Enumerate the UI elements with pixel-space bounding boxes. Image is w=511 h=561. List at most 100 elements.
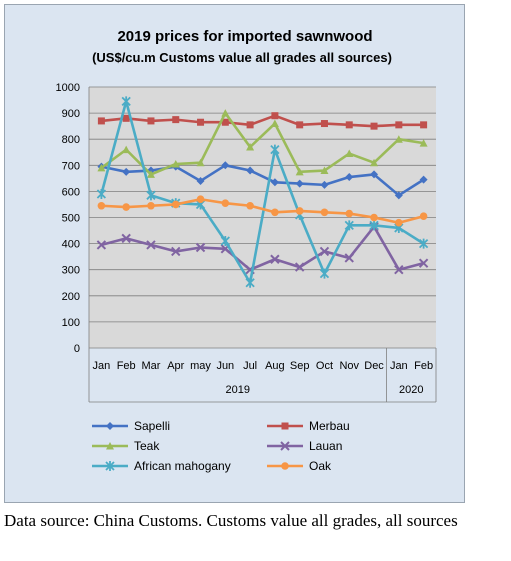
data-point-teak	[146, 170, 155, 178]
data-point-african-mahogany	[146, 190, 156, 201]
x-tick-label: Aug	[265, 360, 285, 372]
data-point-merbau	[97, 117, 105, 125]
x-tick-label: Jun	[216, 360, 234, 372]
data-point-african-mahogany	[344, 220, 354, 231]
data-point-merbau	[420, 121, 428, 129]
legend-marker-oak	[281, 462, 289, 470]
data-point-oak	[147, 201, 155, 210]
data-point-african-mahogany	[245, 277, 255, 288]
data-point-teak	[345, 149, 354, 158]
data-point-merbau	[221, 118, 229, 126]
data-point-oak	[395, 218, 403, 227]
x-tick-label: Oct	[316, 360, 333, 372]
data-point-merbau	[246, 121, 254, 129]
series-line-merbau	[101, 114, 424, 128]
x-tick-label: Apr	[167, 360, 184, 372]
data-point-merbau	[271, 112, 279, 120]
x-tick-label: Sep	[290, 360, 310, 372]
series-line-oak	[101, 197, 424, 225]
y-tick-label: 300	[62, 265, 80, 277]
legend-label-lauan: Lauan	[309, 439, 342, 453]
x-tick-label: Feb	[117, 360, 136, 372]
legend-marker-sapelli	[106, 422, 114, 430]
y-tick-label: 500	[62, 213, 80, 225]
series-line-teak	[100, 111, 424, 176]
x-tick-label: may	[190, 360, 211, 372]
legend-label-sapelli: Sapelli	[134, 419, 170, 433]
data-point-merbau	[197, 118, 205, 126]
data-point-lauan	[171, 246, 181, 257]
data-point-teak	[320, 166, 329, 175]
legend-label-teak: Teak	[134, 439, 160, 453]
data-point-sapelli	[345, 173, 354, 182]
x-group-label: 2020	[399, 384, 423, 396]
data-point-oak	[171, 200, 180, 209]
data-point-african-mahogany	[121, 96, 131, 107]
data-point-african-mahogany	[418, 238, 429, 249]
data-point-sapelli	[122, 167, 131, 176]
legend-marker-lauan	[280, 441, 290, 451]
data-point-african-mahogany	[369, 220, 379, 231]
legend-label-merbau: Merbau	[309, 419, 350, 433]
data-point-african-mahogany	[96, 189, 107, 200]
data-point-lauan	[418, 258, 429, 268]
data-point-sapelli	[419, 175, 428, 184]
data-point-sapelli	[320, 180, 329, 189]
data-point-teak	[196, 158, 205, 167]
data-point-merbau	[370, 122, 378, 130]
data-point-oak	[122, 203, 130, 211]
data-point-sapelli	[270, 178, 279, 187]
series-line-lauan	[101, 225, 424, 272]
y-tick-label: 200	[62, 291, 80, 303]
data-point-sapelli	[295, 179, 304, 188]
chart-frame: 2019 prices for imported sawnwood (US$/c…	[4, 4, 465, 503]
data-point-oak	[320, 208, 329, 217]
data-point-teak	[122, 145, 131, 154]
x-tick-label: Mar	[141, 360, 160, 372]
y-tick-label: 900	[62, 108, 80, 120]
data-point-merbau	[320, 120, 328, 128]
y-tick-label: 600	[62, 186, 80, 198]
data-point-african-mahogany	[319, 268, 330, 279]
x-tick-label: Dec	[364, 360, 384, 372]
data-point-teak	[221, 109, 230, 117]
data-point-teak	[419, 139, 428, 147]
legend-label-oak: Oak	[309, 459, 332, 473]
y-tick-label: 100	[62, 317, 80, 329]
data-point-oak	[246, 201, 254, 210]
data-point-african-mahogany	[270, 144, 280, 155]
y-tick-label: 1000	[56, 82, 80, 94]
line-chart: 2019 prices for imported sawnwood (US$/c…	[56, 28, 437, 473]
data-point-teak	[295, 167, 304, 176]
data-point-sapelli	[370, 170, 379, 179]
legend-marker-merbau	[281, 422, 289, 430]
data-point-merbau	[122, 114, 130, 122]
series-line-sapelli	[101, 164, 425, 197]
legend-marker-african-mahogany	[105, 461, 115, 471]
chart-title: 2019 prices for imported sawnwood	[117, 28, 372, 45]
series-line-african-mahogany	[100, 100, 425, 285]
x-tick-label: Nov	[339, 360, 359, 372]
y-tick-label: 400	[62, 239, 80, 251]
data-point-lauan	[195, 242, 206, 253]
data-point-merbau	[345, 121, 353, 129]
y-tick-label: 0	[74, 343, 80, 355]
data-point-lauan	[146, 240, 156, 250]
data-point-teak	[97, 163, 106, 172]
data-point-lauan	[270, 254, 280, 264]
data-point-oak	[345, 209, 354, 218]
data-point-lauan	[121, 233, 131, 244]
legend-label-african-mahogany: African mahogany	[134, 459, 231, 473]
data-point-sapelli	[221, 161, 230, 170]
legend-marker-teak	[106, 442, 114, 450]
data-point-teak	[270, 119, 279, 128]
data-point-merbau	[296, 121, 304, 129]
x-group-label: 2019	[225, 384, 249, 396]
data-point-lauan	[96, 240, 107, 250]
data-point-lauan	[319, 246, 330, 257]
data-point-lauan	[394, 264, 404, 275]
data-point-oak	[370, 213, 378, 222]
data-point-teak	[394, 135, 403, 143]
y-tick-label: 700	[62, 160, 80, 172]
x-tick-label: Jan	[93, 360, 111, 372]
